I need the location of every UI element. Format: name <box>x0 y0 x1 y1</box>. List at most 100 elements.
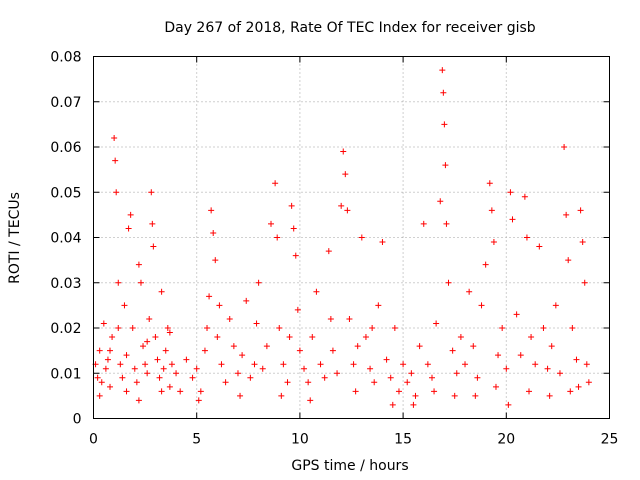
data-point <box>292 252 299 259</box>
data-point <box>276 325 283 331</box>
x-tick-labels: 0 5 10 15 20 25 <box>89 432 618 448</box>
data-point <box>288 202 295 209</box>
data-point <box>404 379 411 386</box>
data-point <box>354 343 361 350</box>
data-point <box>462 361 469 368</box>
data-point <box>294 306 301 313</box>
data-point <box>125 225 132 232</box>
x-tick-label: 15 <box>394 432 412 448</box>
data-point <box>577 207 584 214</box>
data-point <box>109 334 116 341</box>
data-point <box>98 379 105 386</box>
data-point <box>325 248 332 255</box>
data-point <box>212 257 219 264</box>
data-point <box>532 361 539 368</box>
data-point <box>523 234 530 241</box>
data-point <box>540 325 547 331</box>
data-point <box>234 370 241 377</box>
y-tick-label: 0.06 <box>50 140 81 156</box>
data-point <box>164 325 171 331</box>
data-point <box>439 67 446 74</box>
data-point <box>204 325 211 331</box>
data-point <box>301 365 308 372</box>
data-point <box>127 211 134 218</box>
y-tick-label: 0.04 <box>50 231 81 247</box>
data-point <box>255 279 262 286</box>
data-point <box>162 347 169 354</box>
data-point <box>478 302 485 309</box>
data-point <box>358 234 365 241</box>
x-tick-label: 20 <box>497 432 515 448</box>
data-point <box>340 148 347 155</box>
data-point <box>490 239 497 246</box>
data-point <box>400 361 407 368</box>
data-point <box>433 320 440 327</box>
data-point <box>117 361 124 368</box>
data-point <box>251 361 258 368</box>
data-point <box>391 325 398 331</box>
data-point <box>135 261 142 268</box>
data-point <box>321 374 328 381</box>
data-point <box>313 288 320 295</box>
data-point <box>148 189 155 196</box>
data-point <box>513 311 520 318</box>
data-point <box>495 352 502 359</box>
data-point <box>563 211 570 218</box>
data-point <box>96 392 103 399</box>
data-point <box>104 356 111 363</box>
axis-ticks <box>93 56 610 419</box>
data-point <box>453 370 460 377</box>
y-tick-label: 0.02 <box>50 321 81 337</box>
data-point <box>503 365 510 372</box>
grid-lines <box>93 56 610 419</box>
data-point <box>158 288 165 295</box>
data-point <box>470 343 477 350</box>
data-point <box>305 379 312 386</box>
data-point <box>259 365 266 372</box>
data-point <box>521 193 528 200</box>
data-point <box>274 234 281 241</box>
data-point <box>420 220 427 227</box>
data-point <box>329 347 336 354</box>
y-tick-label: 0.03 <box>50 276 81 292</box>
data-point <box>230 343 237 350</box>
data-point <box>410 401 417 408</box>
data-point <box>144 370 151 377</box>
data-point <box>237 392 244 399</box>
data-point <box>573 356 580 363</box>
data-point <box>548 343 555 350</box>
data-point <box>565 257 572 264</box>
data-point <box>369 325 376 331</box>
data-point <box>156 374 163 381</box>
data-point <box>451 392 458 399</box>
y-tick-label: 0.01 <box>50 366 81 382</box>
data-point <box>168 361 175 368</box>
data-point <box>206 293 213 300</box>
data-point <box>142 361 149 368</box>
data-point <box>585 379 592 386</box>
data-point <box>218 361 225 368</box>
data-point <box>507 189 514 196</box>
data-point <box>583 361 590 368</box>
data-point <box>334 370 341 377</box>
data-point <box>416 343 423 350</box>
data-point <box>177 388 184 395</box>
data-point <box>100 320 107 327</box>
data-point <box>346 315 353 322</box>
data-point <box>137 279 144 286</box>
data-point <box>173 370 180 377</box>
data-point <box>552 302 559 309</box>
data-point <box>424 361 431 368</box>
data-point <box>253 320 260 327</box>
data-point <box>408 370 415 377</box>
data-point <box>457 334 464 341</box>
data-point <box>263 343 270 350</box>
data-point <box>344 207 351 214</box>
data-point <box>189 374 196 381</box>
data-point <box>431 388 438 395</box>
data-point <box>115 325 122 331</box>
data-point <box>556 370 563 377</box>
data-point <box>290 225 297 232</box>
data-point <box>389 401 396 408</box>
